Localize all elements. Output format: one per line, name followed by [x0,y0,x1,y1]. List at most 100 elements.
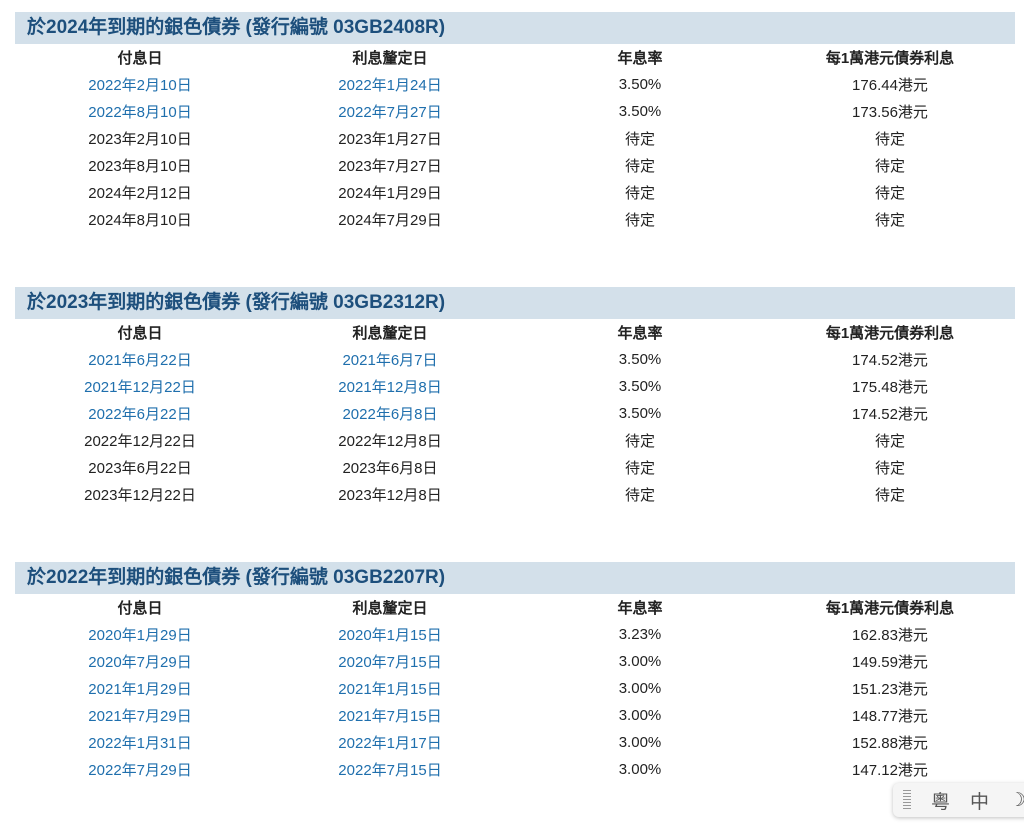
column-header: 年息率 [617,50,663,67]
payment-date: 2023年2月10日 [88,131,192,148]
cantonese-button[interactable]: 粵 [931,791,951,813]
fixing-date: 2023年12月8日 [338,487,442,504]
payment-date[interactable]: 2020年1月29日 [88,627,192,644]
payment-date[interactable]: 2022年2月10日 [88,77,192,94]
column-header: 年息率 [617,600,663,617]
payment-date[interactable]: 2021年6月22日 [88,352,192,369]
interest-amount: 待定 [874,433,905,450]
interest-rate: 3.50% [618,405,662,422]
payment-date: 2023年8月10日 [88,158,192,175]
payment-date: 2023年12月22日 [84,487,196,504]
drag-handle-icon[interactable] [903,790,911,810]
fixing-date: 2024年1月29日 [338,185,442,202]
section-title: 於2023年到期的銀色債券 (發行編號 03GB2312R) [15,287,1015,319]
interest-rate: 3.50% [618,103,662,120]
interest-rate: 3.50% [618,76,662,93]
table-row: 2022年7月29日 2022年7月15日 3.00% 147.12港元 [15,756,1015,783]
table-row: 2023年6月22日 2023年6月8日 待定 待定 [15,454,1015,481]
interest-rate: 待定 [624,158,655,175]
table-row: 2023年12月22日 2023年12月8日 待定 待定 [15,481,1015,508]
interest-rate: 3.23% [618,626,662,643]
table-row: 2022年8月10日 2022年7月27日 3.50% 173.56港元 [15,98,1015,125]
bond-section: 於2024年到期的銀色債券 (發行編號 03GB2408R) 付息日 利息釐定日 年息… [15,12,1015,233]
fixing-date: 2024年7月29日 [338,212,442,229]
interest-rate: 待定 [624,131,655,148]
fixing-date[interactable]: 2021年12月8日 [338,379,442,396]
payment-date[interactable]: 2021年1月29日 [88,681,192,698]
fixing-date[interactable]: 2020年1月15日 [338,627,442,644]
interest-amount: 待定 [874,460,905,477]
fixing-date[interactable]: 2021年1月15日 [338,681,442,698]
section-title: 於2024年到期的銀色債券 (發行編號 03GB2408R) [15,12,1015,44]
interest-rate: 3.50% [618,378,662,395]
interest-amount: 待定 [874,131,905,148]
interest-amount: 174.52港元 [852,406,928,423]
interest-rate: 3.50% [618,351,662,368]
interest-amount: 173.56港元 [852,104,928,121]
header-row: 付息日 利息釐定日 年息率 每1萬港元債券利息 [15,319,1015,346]
column-header: 付息日 [117,600,163,617]
table-row: 2023年8月10日 2023年7月27日 待定 待定 [15,152,1015,179]
column-header: 每1萬港元債券利息 [825,50,955,67]
fixing-date[interactable]: 2022年7月27日 [338,104,442,121]
table-row: 2022年2月10日 2022年1月24日 3.50% 176.44港元 [15,71,1015,98]
interest-rate: 待定 [624,487,655,504]
interest-rate: 3.00% [618,761,662,778]
interest-rate: 待定 [624,185,655,202]
column-header: 每1萬港元債券利息 [825,325,955,342]
column-header: 每1萬港元債券利息 [825,600,955,617]
section-title: 於2022年到期的銀色債券 (發行編號 03GB2207R) [15,562,1015,594]
interest-rate: 3.00% [618,707,662,724]
payment-date[interactable]: 2022年8月10日 [88,104,192,121]
fixing-date[interactable]: 2020年7月15日 [338,654,442,671]
interest-amount: 149.59港元 [852,654,928,671]
interest-amount: 151.23港元 [852,681,928,698]
interest-rate: 3.00% [618,653,662,670]
fixing-date[interactable]: 2022年6月8日 [342,406,438,423]
fixing-date: 2022年12月8日 [338,433,442,450]
moon-icon[interactable]: ☽ [1009,789,1024,811]
interest-table: 付息日 利息釐定日 年息率 每1萬港元債券利息 2022年2月10日 2022年1月24日… [15,44,1015,233]
interest-rate: 3.00% [618,680,662,697]
bond-section: 於2022年到期的銀色債券 (發行編號 03GB2207R) 付息日 利息釐定日 年息… [15,562,1015,783]
payment-date[interactable]: 2022年7月29日 [88,762,192,779]
payment-date[interactable]: 2022年6月22日 [88,406,192,423]
fixing-date[interactable]: 2021年6月7日 [342,352,438,369]
column-header: 付息日 [117,325,163,342]
table-row: 2022年6月22日 2022年6月8日 3.50% 174.52港元 [15,400,1015,427]
column-header: 利息釐定日 [352,50,428,67]
table-row: 2021年1月29日 2021年1月15日 3.00% 151.23港元 [15,675,1015,702]
interest-table: 付息日 利息釐定日 年息率 每1萬港元債券利息 2020年1月29日 2020年1月15日… [15,594,1015,783]
interest-amount: 152.88港元 [852,735,928,752]
interest-amount: 162.83港元 [852,627,928,644]
chinese-button[interactable]: 中 [970,791,990,813]
fixing-date[interactable]: 2022年1月17日 [338,735,442,752]
column-header: 利息釐定日 [352,325,428,342]
table-row: 2021年12月22日 2021年12月8日 3.50% 175.48港元 [15,373,1015,400]
table-row: 2022年1月31日 2022年1月17日 3.00% 152.88港元 [15,729,1015,756]
fixing-date[interactable]: 2022年1月24日 [338,77,442,94]
fixing-date[interactable]: 2021年7月15日 [338,708,442,725]
payment-date: 2024年2月12日 [88,185,192,202]
interest-amount: 175.48港元 [852,379,928,396]
table-row: 2024年2月12日 2024年1月29日 待定 待定 [15,179,1015,206]
payment-date: 2024年8月10日 [88,212,192,229]
table-row: 2022年12月22日 2022年12月8日 待定 待定 [15,427,1015,454]
column-header: 年息率 [617,325,663,342]
interest-rate: 3.00% [618,734,662,751]
interest-amount: 待定 [874,158,905,175]
payment-date[interactable]: 2021年7月29日 [88,708,192,725]
fixing-date[interactable]: 2022年7月15日 [338,762,442,779]
table-row: 2021年7月29日 2021年7月15日 3.00% 148.77港元 [15,702,1015,729]
input-method-toolbar[interactable]: 粵 中 ☽ [893,783,1024,817]
header-row: 付息日 利息釐定日 年息率 每1萬港元債券利息 [15,594,1015,621]
interest-rate: 待定 [624,460,655,477]
payment-date[interactable]: 2021年12月22日 [84,379,196,396]
payment-date[interactable]: 2022年1月31日 [88,735,192,752]
interest-rate: 待定 [624,212,655,229]
column-header: 付息日 [117,50,163,67]
table-row: 2021年6月22日 2021年6月7日 3.50% 174.52港元 [15,346,1015,373]
payment-date[interactable]: 2020年7月29日 [88,654,192,671]
fixing-date: 2023年7月27日 [338,158,442,175]
interest-amount: 174.52港元 [852,352,928,369]
